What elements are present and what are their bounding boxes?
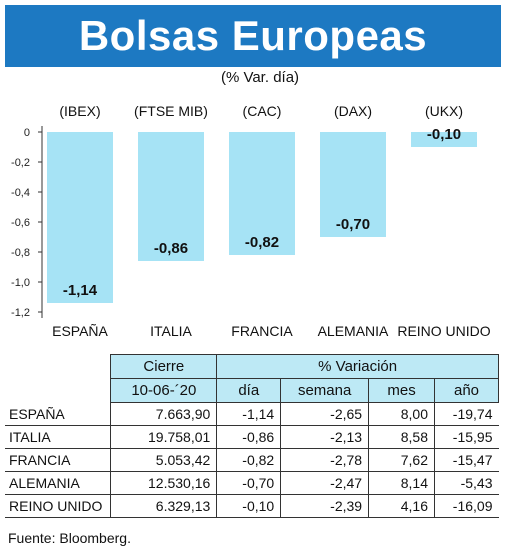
row-name: REINO UNIDO: [5, 494, 111, 518]
row-semana: -2,65: [280, 402, 369, 426]
header-date: 10-06-´20: [110, 378, 218, 403]
index-label: (UKX): [425, 103, 463, 119]
header-semana: semana: [280, 378, 370, 403]
y-tick-label: -1,2: [11, 307, 30, 319]
data-label: -1,14: [63, 282, 98, 299]
row-name: ALEMANIA: [5, 471, 111, 495]
y-tick-label: -0,6: [11, 217, 30, 229]
y-tick-label: -0,8: [11, 247, 30, 259]
row-mes: 8,58: [368, 425, 435, 449]
table-row: ESPAÑA 7.663,90 -1,14 -2,65 8,00 -19,74: [5, 402, 499, 426]
row-cierre: 7.663,90: [110, 402, 217, 426]
table-row: ALEMANIA 12.530,16 -0,70 -2,47 8,14 -5,4…: [5, 471, 499, 495]
row-mes: 4,16: [368, 494, 435, 518]
row-semana: -2,39: [280, 494, 369, 518]
row-mes: 8,14: [368, 471, 435, 495]
index-label: (IBEX): [59, 103, 100, 119]
source-note: Fuente: Bloomberg.: [8, 530, 131, 546]
y-tick-label: -0,4: [11, 187, 30, 199]
header-mes: mes: [368, 378, 435, 403]
row-cierre: 6.329,13: [110, 494, 217, 518]
header-ano: año: [434, 378, 499, 403]
row-dia: -0,82: [216, 448, 281, 472]
row-semana: -2,78: [280, 448, 369, 472]
row-name: ESPAÑA: [5, 402, 111, 426]
row-cierre: 12.530,16: [110, 471, 217, 495]
bar: [138, 132, 204, 261]
bar: [411, 132, 477, 147]
row-cierre: 5.053,42: [110, 448, 217, 472]
data-label: -0,82: [245, 234, 279, 251]
market-table: Cierre % Variación 10-06-´20 día semana …: [5, 354, 499, 518]
row-semana: -2,13: [280, 425, 369, 449]
table-row: ITALIA 19.758,01 -0,86 -2,13 8,58 -15,95: [5, 425, 499, 449]
row-ano: -16,09: [434, 494, 499, 518]
row-ano: -19,74: [434, 402, 499, 426]
row-cierre: 19.758,01: [110, 425, 217, 449]
row-semana: -2,47: [280, 471, 369, 495]
data-label: -0,10: [427, 126, 461, 143]
row-ano: -5,43: [434, 471, 499, 495]
header-dia: día: [216, 378, 282, 403]
category-label: ALEMANIA: [318, 323, 389, 339]
row-dia: -0,10: [216, 494, 281, 518]
row-ano: -15,95: [434, 425, 499, 449]
index-label: (CAC): [243, 103, 282, 119]
data-label: -0,86: [154, 240, 188, 257]
chart-subtitle: (% Var. día): [220, 69, 300, 86]
category-label: ITALIA: [150, 323, 192, 339]
header-cierre: Cierre: [110, 354, 218, 379]
bar: [320, 132, 386, 237]
table-row: FRANCIA 5.053,42 -0,82 -2,78 7,62 -15,47: [5, 448, 499, 472]
index-label: (DAX): [334, 103, 372, 119]
category-label: REINO UNIDO: [397, 323, 490, 339]
row-mes: 8,00: [368, 402, 435, 426]
data-label: -0,70: [336, 216, 370, 233]
index-label: (FTSE MIB): [134, 103, 208, 119]
row-mes: 7,62: [368, 448, 435, 472]
table-row: REINO UNIDO 6.329,13 -0,10 -2,39 4,16 -1…: [5, 494, 499, 518]
row-ano: -15,47: [434, 448, 499, 472]
row-dia: -1,14: [216, 402, 281, 426]
header-variacion: % Variación: [216, 354, 499, 379]
row-dia: -0,70: [216, 471, 281, 495]
category-label: ESPAÑA: [52, 323, 108, 339]
row-dia: -0,86: [216, 425, 281, 449]
chart-title: Bolsas Europeas: [78, 12, 428, 59]
y-tick-label: 0: [24, 127, 30, 139]
y-tick-label: -1,0: [11, 277, 30, 289]
bar: [47, 132, 113, 303]
table-corner-2: [5, 378, 112, 403]
row-name: ITALIA: [5, 425, 111, 449]
table-corner: [5, 354, 112, 379]
title-banner: Bolsas Europeas: [5, 5, 501, 67]
y-tick-label: -0,2: [11, 157, 30, 169]
category-label: FRANCIA: [231, 323, 293, 339]
bar-chart: 0 -0,2 -0,4 -0,6 -0,8 -1,0 -1,2 (IBEX) -1,14 ESPA…: [11, 103, 491, 339]
bar: [229, 132, 295, 255]
row-name: FRANCIA: [5, 448, 111, 472]
